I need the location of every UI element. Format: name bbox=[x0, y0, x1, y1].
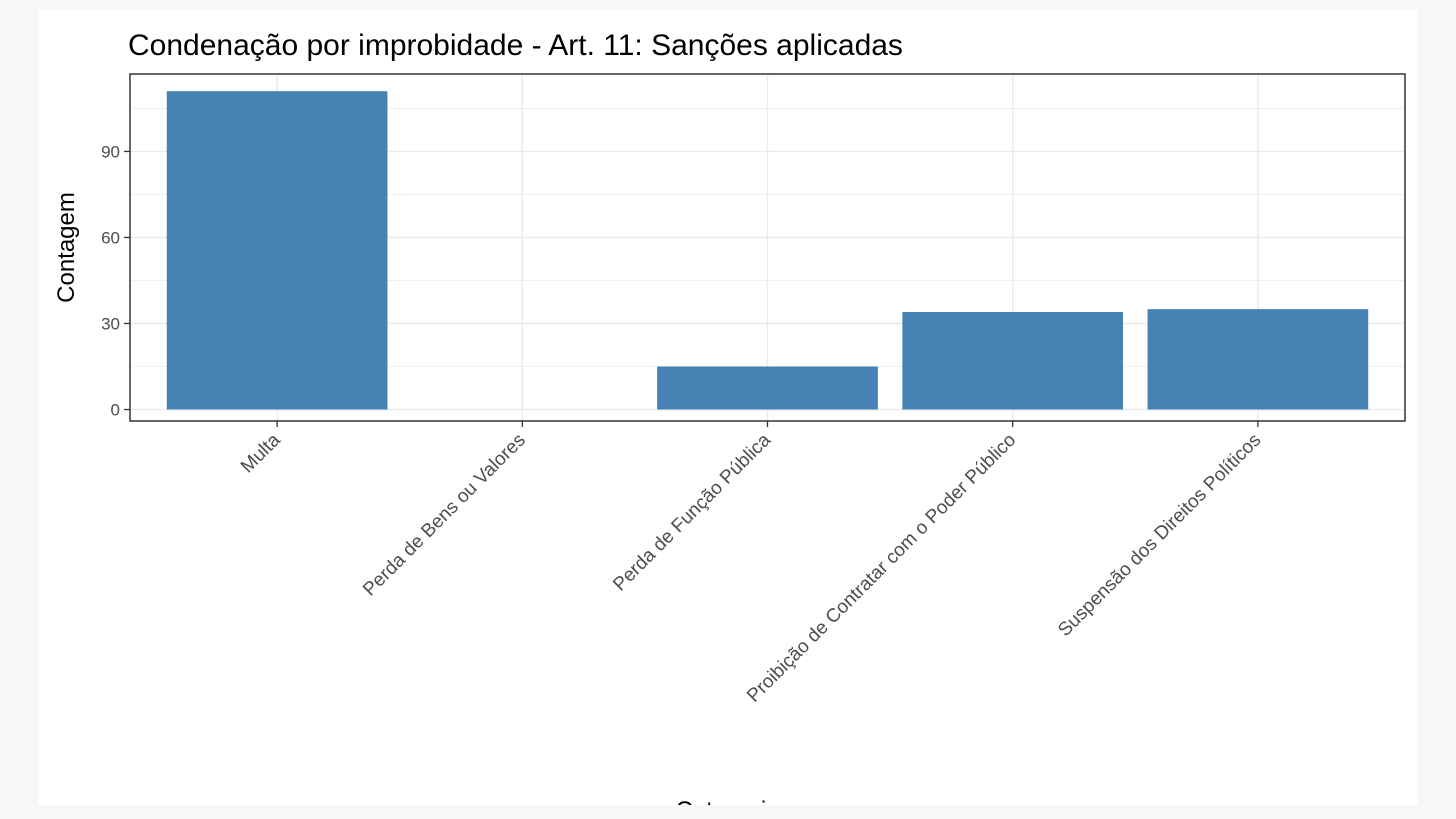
x-tick-label: Perda de Bens ou Valores bbox=[359, 430, 530, 601]
y-tick-label: 60 bbox=[101, 228, 120, 247]
y-axis-title: Contagem bbox=[53, 192, 80, 303]
bar-3 bbox=[657, 366, 878, 410]
bars bbox=[166, 91, 1369, 410]
bar-4 bbox=[902, 312, 1124, 410]
y-tick-label: 0 bbox=[111, 401, 120, 420]
x-tick-label: Proibição de Contratar com o Poder Públi… bbox=[743, 430, 1020, 707]
x-axis: Multa Perda de Bens ou Valores Perda de Fu… bbox=[237, 421, 1265, 707]
y-axis: 0 30 60 90 bbox=[101, 142, 130, 420]
y-tick-label: 90 bbox=[101, 142, 120, 161]
x-tick-label: Suspensão dos Direitos Políticos bbox=[1054, 430, 1265, 641]
chart-title: Condenação por improbidade - Art. 11: Sa… bbox=[128, 29, 903, 62]
x-tick-label: Perda de Função Pública bbox=[609, 429, 775, 595]
x-axis-title: Categoria bbox=[675, 797, 780, 805]
chart-canvas: Condenação por improbidade - Art. 11: Sa… bbox=[38, 10, 1418, 805]
panel-border bbox=[129, 73, 1406, 422]
bar-1 bbox=[166, 91, 388, 410]
y-tick-label: 30 bbox=[101, 314, 120, 333]
bar-5 bbox=[1147, 309, 1369, 410]
x-tick-label: Multa bbox=[237, 429, 285, 477]
bar-chart: Condenação por improbidade - Art. 11: Sa… bbox=[53, 29, 1406, 805]
